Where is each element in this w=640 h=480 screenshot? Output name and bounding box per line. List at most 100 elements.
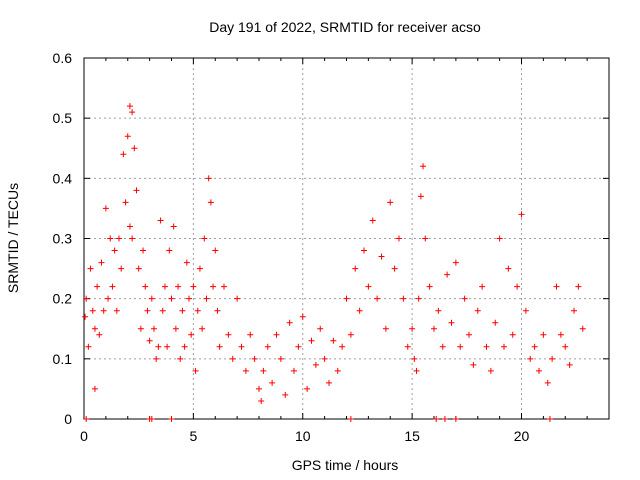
data-point	[326, 379, 332, 386]
data-point	[188, 331, 195, 338]
data-point	[544, 379, 551, 386]
data-point	[159, 307, 166, 314]
data-point	[509, 331, 516, 338]
data-point	[205, 175, 212, 182]
data-point	[492, 319, 499, 326]
data-point	[420, 163, 427, 170]
data-point	[109, 283, 116, 290]
data-point	[426, 283, 433, 290]
data-point	[137, 325, 144, 332]
data-point	[404, 343, 411, 350]
data-point	[273, 331, 280, 338]
data-point	[387, 199, 394, 206]
data-point	[566, 361, 573, 368]
data-point	[466, 331, 472, 338]
data-point	[361, 247, 367, 254]
data-point	[190, 283, 197, 290]
data-point	[177, 355, 184, 362]
y-tick-label: 0.4	[53, 170, 73, 186]
data-point	[118, 265, 125, 272]
data-point	[251, 355, 258, 362]
y-tick-label: 0	[64, 411, 72, 427]
data-point	[256, 385, 262, 392]
data-point	[83, 416, 90, 422]
data-point	[343, 295, 350, 302]
data-point	[286, 319, 293, 326]
data-point	[155, 343, 162, 350]
x-tick-label: 5	[189, 428, 197, 444]
data-point	[382, 325, 389, 332]
x-axis-label: GPS time / hours	[292, 457, 399, 473]
data-point	[238, 343, 245, 350]
data-point	[221, 283, 227, 290]
data-point	[192, 367, 199, 374]
data-point	[186, 295, 192, 302]
data-point	[179, 307, 186, 314]
data-point	[557, 331, 564, 338]
data-point	[148, 295, 155, 302]
data-point	[148, 416, 155, 422]
y-axis: 0 0.1 0.2 0.3 0.4 0.5 0.6	[53, 50, 609, 427]
data-point	[562, 343, 569, 350]
data-point	[409, 325, 416, 332]
data-point	[312, 361, 319, 368]
data-point	[212, 247, 219, 254]
data-point	[433, 416, 440, 422]
data-point	[277, 355, 284, 362]
data-point	[107, 235, 114, 242]
data-point	[422, 235, 429, 242]
data-point	[352, 265, 359, 272]
data-point	[207, 199, 214, 206]
data-point	[347, 331, 354, 338]
data-point	[536, 367, 542, 374]
data-point	[153, 355, 160, 362]
data-point	[85, 343, 92, 350]
data-point	[82, 313, 89, 320]
data-point	[400, 295, 407, 302]
data-point	[120, 151, 127, 158]
data-point	[321, 355, 328, 362]
data-point	[339, 343, 346, 350]
data-point	[413, 367, 420, 374]
data-point	[347, 416, 354, 422]
data-point	[439, 343, 446, 350]
data-point	[225, 331, 232, 338]
data-point	[441, 416, 448, 422]
data-point	[553, 283, 560, 290]
data-point	[201, 235, 208, 242]
data-point	[518, 211, 525, 218]
data-point	[168, 416, 175, 422]
data-point	[96, 331, 103, 338]
data-point	[291, 367, 297, 374]
data-point	[122, 199, 129, 206]
data-point	[126, 223, 133, 230]
data-point	[264, 343, 271, 350]
data-point	[295, 343, 302, 350]
x-tick-label: 0	[80, 428, 88, 444]
data-point	[546, 416, 553, 422]
y-tick-label: 0.1	[53, 351, 73, 367]
data-point	[474, 307, 481, 314]
data-point	[126, 103, 133, 110]
data-point	[116, 235, 122, 242]
data-point	[417, 193, 424, 200]
y-axis-label: SRMTID / TECUs	[5, 183, 21, 293]
x-tick-label: 10	[295, 428, 311, 444]
data-point	[131, 145, 138, 152]
data-point	[111, 247, 118, 254]
data-point	[157, 217, 164, 224]
data-point	[161, 283, 168, 290]
data-point	[435, 307, 442, 314]
data-point	[133, 187, 140, 194]
data-point	[140, 247, 147, 254]
data-point	[102, 205, 109, 212]
data-point	[260, 367, 267, 374]
data-point	[304, 385, 311, 392]
data-point	[411, 355, 418, 362]
y-tick-label: 0.2	[53, 291, 73, 307]
data-point	[142, 283, 149, 290]
data-point	[444, 271, 451, 278]
data-point	[175, 283, 182, 290]
x-tick-label: 20	[514, 428, 530, 444]
data-point	[457, 343, 464, 350]
